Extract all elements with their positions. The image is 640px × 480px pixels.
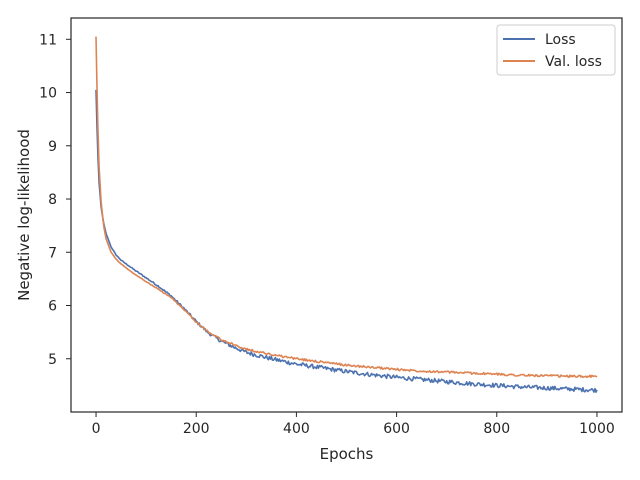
y-tick-label: 9 [48, 139, 57, 155]
series-line-loss [95, 89, 598, 394]
x-tick-label: 200 [183, 421, 210, 437]
series-layer [95, 36, 598, 394]
legend: Loss Val. loss [496, 24, 616, 76]
x-tick-label: 1000 [579, 421, 615, 437]
x-tick-label: 0 [92, 421, 101, 437]
x-tick-label: 400 [283, 421, 310, 437]
plot-area-frame [70, 17, 623, 413]
y-tick-label: 7 [48, 245, 57, 261]
y-tick-label: 6 [48, 299, 57, 315]
y-tick-label: 11 [39, 32, 57, 48]
x-tick-label: 800 [483, 421, 510, 437]
x-axis-label: Epochs [320, 445, 374, 463]
legend-box [496, 24, 616, 76]
series-line-val-loss [95, 36, 598, 379]
x-tick-label: 600 [383, 421, 410, 437]
y-axis-ticks: 5 6 7 8 9 10 11 [39, 32, 71, 368]
y-tick-label: 8 [48, 192, 57, 208]
y-axis-label: Negative log-likelihood [15, 129, 33, 301]
legend-label-loss: Loss [545, 32, 576, 48]
y-tick-label: 10 [39, 86, 57, 102]
y-tick-label: 5 [48, 352, 57, 368]
x-axis-ticks: 0 200 400 600 800 1000 [92, 412, 615, 437]
legend-label-val-loss: Val. loss [545, 54, 602, 70]
